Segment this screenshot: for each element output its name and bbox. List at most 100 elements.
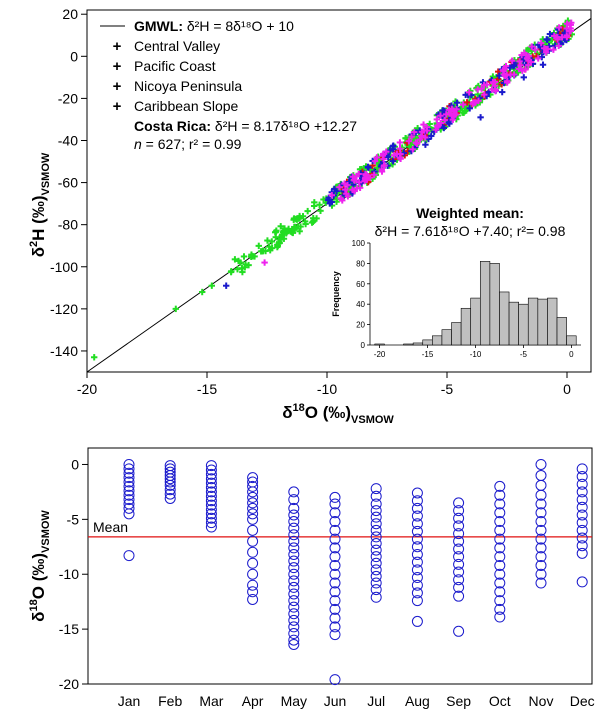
month-label: Sep <box>446 693 471 709</box>
monthly-point <box>370 537 382 549</box>
monthly-point <box>205 473 217 485</box>
point-caribbean-slope <box>525 53 532 60</box>
monthly-point <box>494 542 506 554</box>
point-caribbean-slope <box>566 27 573 35</box>
month-label: May <box>281 693 307 709</box>
monthly-point <box>370 498 382 510</box>
monthly-point <box>494 533 506 545</box>
point-central-valley <box>272 233 279 241</box>
monthly-point <box>123 494 135 506</box>
monthly-point <box>453 558 465 570</box>
bottom-y-tick-label: -15 <box>59 621 79 637</box>
monthly-point <box>576 486 588 498</box>
point-nicoya-peninsula <box>520 74 527 81</box>
point-caribbean-slope <box>437 112 444 119</box>
monthly-point <box>576 524 588 536</box>
monthly-point <box>288 555 300 567</box>
point-caribbean-slope <box>555 42 562 50</box>
top-x-tick-label: -5 <box>441 381 454 397</box>
top-chart: 200-20-40-60-80-100-120-140 -20 -15 -10 -5 0… <box>28 6 592 426</box>
inset-y-tick-label: 40 <box>356 300 365 309</box>
inset-y-axis-label: Frequency <box>331 271 341 317</box>
bottom-y-tick-label: 0 <box>71 456 79 472</box>
monthly-point <box>329 524 341 536</box>
monthly-point <box>453 625 465 637</box>
monthly-point <box>123 472 135 484</box>
monthly-point <box>411 525 423 537</box>
monthly-point <box>535 458 547 470</box>
point-central-valley <box>299 213 307 220</box>
top-y-tick-label: 20 <box>62 6 78 22</box>
monthly-point <box>247 568 259 580</box>
mean-label: Mean <box>93 519 128 535</box>
point-caribbean-slope <box>370 171 378 178</box>
top-y-tick-label: -120 <box>50 301 78 317</box>
month-label: Jul <box>367 693 385 709</box>
point-caribbean-slope <box>343 190 350 197</box>
point-nicoya-peninsula <box>538 53 546 61</box>
point-nicoya-peninsula <box>544 36 551 43</box>
monthly-point <box>453 512 465 524</box>
legend-marker-nicoya: + <box>113 78 122 95</box>
point-central-valley <box>280 229 287 237</box>
monthly-point <box>247 491 259 503</box>
point-caribbean-slope <box>350 176 358 184</box>
point-nicoya-peninsula <box>466 105 473 112</box>
legend-marker-pacific-coast: + <box>113 58 122 75</box>
top-x-tick-label: -20 <box>77 381 97 397</box>
monthly-point <box>329 621 341 633</box>
point-caribbean-slope <box>353 173 360 180</box>
histogram-bar <box>499 291 510 346</box>
point-caribbean-slope <box>416 136 424 143</box>
inset-bars <box>374 261 577 346</box>
legend-gmwl: GMWL: δ²H = 8δ¹⁸O + 10 <box>134 18 294 34</box>
bottom-y-tick-label: -5 <box>67 511 80 527</box>
monthly-point <box>247 546 259 558</box>
monthly-point <box>370 584 382 596</box>
point-caribbean-slope <box>449 116 457 123</box>
point-nicoya-peninsula <box>328 198 335 206</box>
point-central-valley <box>296 228 303 235</box>
monthly-point <box>288 638 300 650</box>
histogram-bar <box>508 301 519 346</box>
monthly-point <box>411 518 423 530</box>
monthly-point <box>288 509 300 521</box>
point-nicoya-peninsula <box>386 147 394 154</box>
point-caribbean-slope <box>396 139 404 146</box>
monthly-point <box>329 595 341 607</box>
inset-x-tick-label: -15 <box>422 350 434 359</box>
point-central-valley <box>239 268 246 276</box>
monthly-point <box>247 593 259 605</box>
point-caribbean-slope <box>451 107 458 115</box>
point-central-valley <box>234 266 241 273</box>
point-nicoya-peninsula <box>389 157 397 165</box>
monthly-point <box>288 562 300 574</box>
monthly-point <box>411 572 423 584</box>
monthly-point <box>205 477 217 489</box>
point-central-valley <box>568 31 576 38</box>
monthly-point <box>205 512 217 524</box>
point-caribbean-slope <box>341 180 348 187</box>
monthly-point <box>288 568 300 580</box>
point-nicoya-peninsula <box>422 141 429 148</box>
point-central-valley <box>459 109 466 116</box>
monthly-point <box>247 476 259 488</box>
monthly-point <box>535 516 547 528</box>
point-caribbean-slope <box>554 34 561 41</box>
monthly-point <box>494 507 506 519</box>
point-caribbean-slope <box>391 152 398 159</box>
histogram-bar <box>479 261 491 346</box>
point-caribbean-slope <box>550 46 557 53</box>
monthly-point <box>453 497 465 509</box>
month-label: Jan <box>118 693 141 709</box>
histogram-bar <box>566 335 577 346</box>
histogram-bar <box>441 329 452 346</box>
point-nicoya-peninsula <box>539 61 547 68</box>
monthly-point <box>288 494 300 506</box>
monthly-point <box>329 586 341 598</box>
monthly-point <box>453 520 465 532</box>
top-x-tick-label: -10 <box>317 381 337 397</box>
point-caribbean-slope <box>515 65 523 73</box>
inset-x-tick-label: 0 <box>569 350 574 359</box>
legend: GMWL: δ²H = 8δ¹⁸O + 10 + Central Valley … <box>100 18 357 152</box>
